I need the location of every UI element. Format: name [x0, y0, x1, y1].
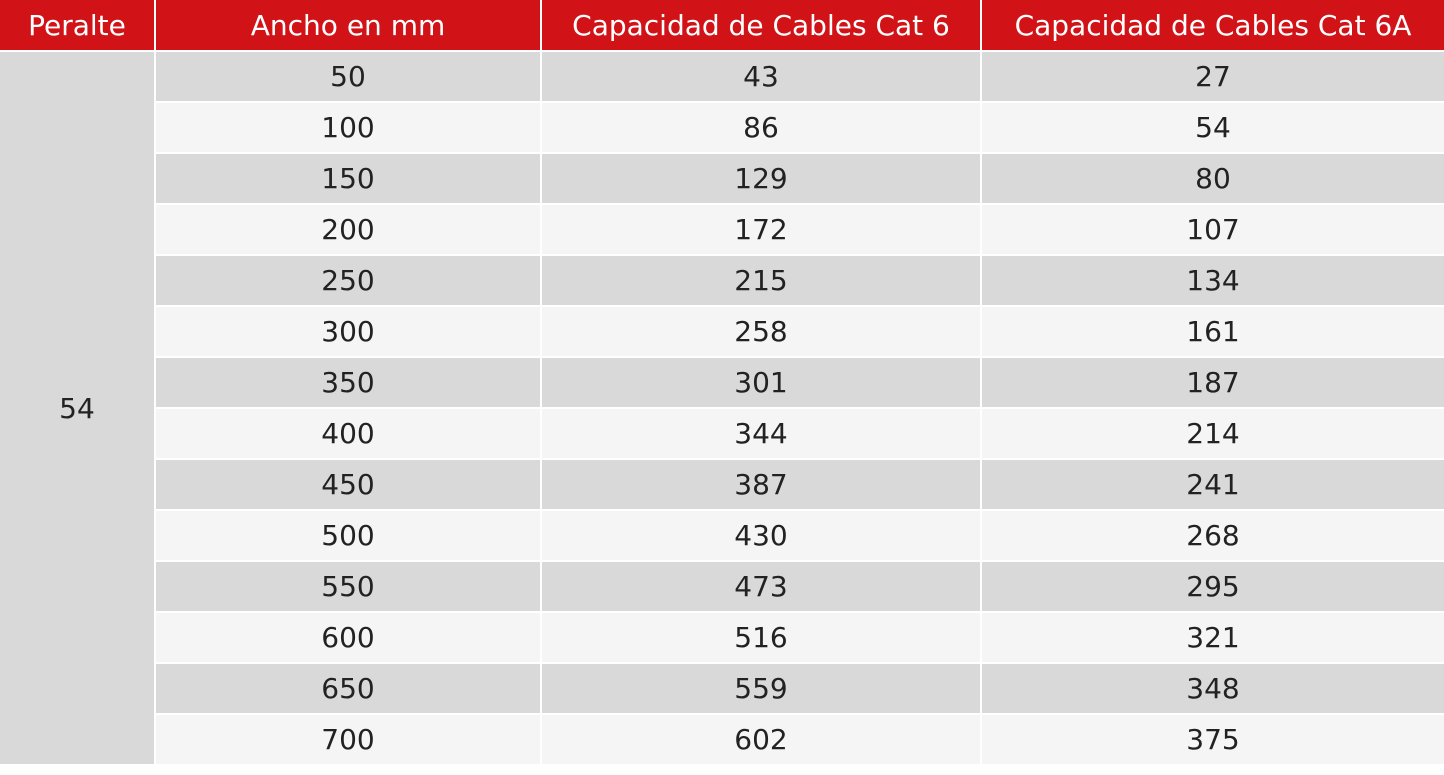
- cat6a-cell: 107: [982, 205, 1444, 256]
- cat6a-cell: 268: [982, 511, 1444, 562]
- cat6-cell: 258: [542, 307, 982, 358]
- table-row: 650 559 348: [0, 664, 1444, 715]
- cat6a-cell: 214: [982, 409, 1444, 460]
- cat6-cell: 129: [542, 154, 982, 205]
- header-peralte: Peralte: [0, 0, 156, 52]
- table-row: 300 258 161: [0, 307, 1444, 358]
- cat6a-cell: 321: [982, 613, 1444, 664]
- table-row: 700 602 375: [0, 715, 1444, 766]
- ancho-cell: 350: [156, 358, 542, 409]
- cat6a-cell: 295: [982, 562, 1444, 613]
- cat6-cell: 301: [542, 358, 982, 409]
- ancho-cell: 250: [156, 256, 542, 307]
- table-row: 54 50 43 27: [0, 52, 1444, 766]
- ancho-cell: 150: [156, 154, 542, 205]
- table-row: 150 129 80: [0, 154, 1444, 205]
- cat6-cell: 602: [542, 715, 982, 766]
- cat6-cell: 387: [542, 460, 982, 511]
- cat6-cell: 172: [542, 205, 982, 256]
- ancho-cell: 400: [156, 409, 542, 460]
- ancho-cell: 650: [156, 664, 542, 715]
- cat6-cell: 344: [542, 409, 982, 460]
- table-row: 100 86 54: [0, 103, 1444, 154]
- table-row: 350 301 187: [0, 358, 1444, 409]
- table-row: 550 473 295: [0, 562, 1444, 613]
- ancho-cell: 100: [156, 103, 542, 154]
- cat6a-cell: 27: [982, 52, 1444, 103]
- table-row: 500 430 268: [0, 511, 1444, 562]
- header-cat6a: Capacidad de Cables Cat 6A: [982, 0, 1444, 52]
- header-cat6: Capacidad de Cables Cat 6: [542, 0, 982, 52]
- cat6-cell: 86: [542, 103, 982, 154]
- cat6-cell: 559: [542, 664, 982, 715]
- cat6a-cell: 161: [982, 307, 1444, 358]
- cat6a-cell: 241: [982, 460, 1444, 511]
- table-row: 400 344 214: [0, 409, 1444, 460]
- ancho-cell: 450: [156, 460, 542, 511]
- table-row: 200 172 107: [0, 205, 1444, 256]
- cat6a-cell: 80: [982, 154, 1444, 205]
- cat6-cell: 215: [542, 256, 982, 307]
- cat6-cell: 473: [542, 562, 982, 613]
- ancho-cell: 600: [156, 613, 542, 664]
- header-ancho: Ancho en mm: [156, 0, 542, 52]
- cat6-cell: 430: [542, 511, 982, 562]
- table-row: 450 387 241: [0, 460, 1444, 511]
- table-row: 250 215 134: [0, 256, 1444, 307]
- cat6a-cell: 348: [982, 664, 1444, 715]
- header-row: Peralte Ancho en mm Capacidad de Cables …: [0, 0, 1444, 52]
- cat6a-cell: 54: [982, 103, 1444, 154]
- ancho-cell: 550: [156, 562, 542, 613]
- cat6a-cell: 187: [982, 358, 1444, 409]
- cat6a-cell: 134: [982, 256, 1444, 307]
- ancho-cell: 700: [156, 715, 542, 766]
- ancho-cell: 500: [156, 511, 542, 562]
- ancho-cell: 300: [156, 307, 542, 358]
- cat6a-cell: 375: [982, 715, 1444, 766]
- peralte-cell: 54: [0, 52, 156, 766]
- cat6-cell: 516: [542, 613, 982, 664]
- ancho-cell: 50: [156, 52, 542, 103]
- ancho-cell: 200: [156, 205, 542, 256]
- cat6-cell: 43: [542, 52, 982, 103]
- table-row: 600 516 321: [0, 613, 1444, 664]
